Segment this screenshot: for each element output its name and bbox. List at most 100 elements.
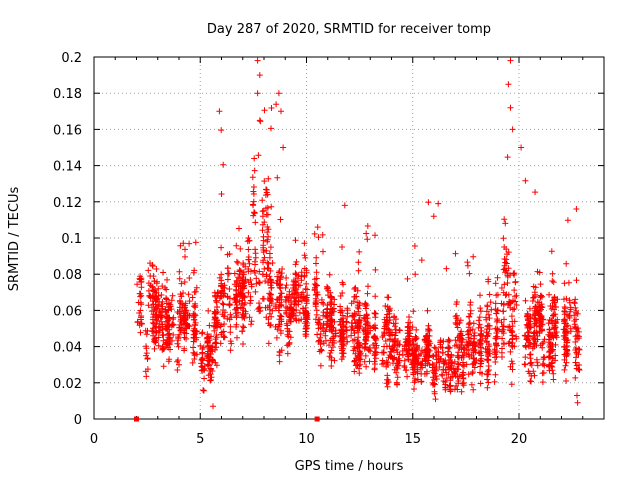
data-point xyxy=(424,368,430,375)
data-point xyxy=(350,327,357,334)
data-point xyxy=(327,350,334,356)
data-point xyxy=(343,319,350,326)
data-point xyxy=(422,357,429,364)
data-point xyxy=(165,307,172,314)
data-point xyxy=(493,310,500,317)
data-point xyxy=(348,332,355,339)
data-point xyxy=(338,337,345,344)
data-point xyxy=(227,338,234,345)
data-point xyxy=(548,317,554,324)
data-point xyxy=(458,342,465,349)
data-point xyxy=(204,361,211,368)
data-point xyxy=(513,333,520,340)
data-point xyxy=(527,378,534,384)
data-point xyxy=(200,387,207,394)
y-tick-label: 0.04 xyxy=(53,341,82,356)
data-point xyxy=(379,349,386,356)
data-point xyxy=(363,363,370,370)
data-point xyxy=(190,334,197,341)
data-point xyxy=(508,313,515,320)
data-point xyxy=(251,258,258,265)
data-point xyxy=(465,371,472,378)
data-point xyxy=(164,316,171,322)
data-point xyxy=(425,199,432,206)
data-point xyxy=(547,354,554,361)
data-point xyxy=(313,269,320,276)
data-point xyxy=(205,307,212,314)
data-point xyxy=(276,321,283,328)
data-point xyxy=(295,293,302,299)
data-point xyxy=(384,383,391,390)
data-point xyxy=(430,369,437,376)
data-point xyxy=(351,368,358,375)
data-point xyxy=(138,314,144,321)
data-point xyxy=(351,357,358,364)
x-tick-label: 20 xyxy=(511,432,528,447)
data-point xyxy=(266,302,273,309)
data-point xyxy=(218,244,225,251)
data-point xyxy=(254,57,261,64)
data-point xyxy=(339,318,346,325)
data-point xyxy=(411,375,418,382)
data-point xyxy=(182,246,188,253)
data-point xyxy=(463,361,470,368)
data-point xyxy=(181,279,188,285)
data-point xyxy=(494,274,501,281)
data-point xyxy=(537,294,544,301)
data-point xyxy=(312,303,319,310)
data-point xyxy=(470,320,477,327)
data-point xyxy=(486,326,493,333)
data-point xyxy=(339,244,345,250)
data-point xyxy=(522,297,529,304)
data-point xyxy=(183,335,190,342)
data-point xyxy=(401,357,408,364)
data-point xyxy=(267,297,274,304)
data-point xyxy=(443,265,450,272)
data-point xyxy=(469,326,476,333)
data-point xyxy=(501,256,508,262)
data-point xyxy=(221,321,228,327)
data-point xyxy=(153,266,160,272)
data-point xyxy=(227,329,234,336)
data-point xyxy=(137,329,144,336)
data-point xyxy=(565,279,572,286)
data-point xyxy=(277,276,284,283)
data-point xyxy=(263,186,270,193)
data-point xyxy=(166,304,172,311)
data-point xyxy=(424,307,431,314)
data-point xyxy=(144,356,151,362)
data-point xyxy=(136,322,143,329)
data-point xyxy=(523,344,529,351)
data-point xyxy=(503,267,510,274)
data-point xyxy=(421,336,428,343)
data-point xyxy=(533,342,540,349)
x-tick-label: 5 xyxy=(196,432,204,447)
data-point xyxy=(533,322,540,329)
data-point xyxy=(261,219,268,226)
data-point xyxy=(276,348,283,355)
data-point xyxy=(151,288,158,295)
data-point xyxy=(524,313,531,320)
data-point xyxy=(412,335,419,342)
data-point xyxy=(285,297,292,304)
data-point xyxy=(339,312,346,319)
data-point xyxy=(177,324,184,331)
data-point xyxy=(362,303,369,310)
data-point xyxy=(316,337,323,344)
data-point xyxy=(533,317,540,324)
data-point xyxy=(265,265,272,272)
data-point xyxy=(371,310,378,317)
data-point xyxy=(485,322,492,329)
data-point xyxy=(259,208,266,215)
data-point xyxy=(326,342,332,349)
data-point xyxy=(252,246,259,253)
data-point xyxy=(466,313,473,320)
data-point xyxy=(576,346,583,353)
data-point xyxy=(460,359,466,366)
data-point xyxy=(563,323,570,330)
data-point xyxy=(488,306,495,313)
y-tick-label: 0 xyxy=(74,413,82,428)
data-point xyxy=(323,306,330,313)
data-point xyxy=(457,317,464,324)
data-point xyxy=(189,294,196,301)
